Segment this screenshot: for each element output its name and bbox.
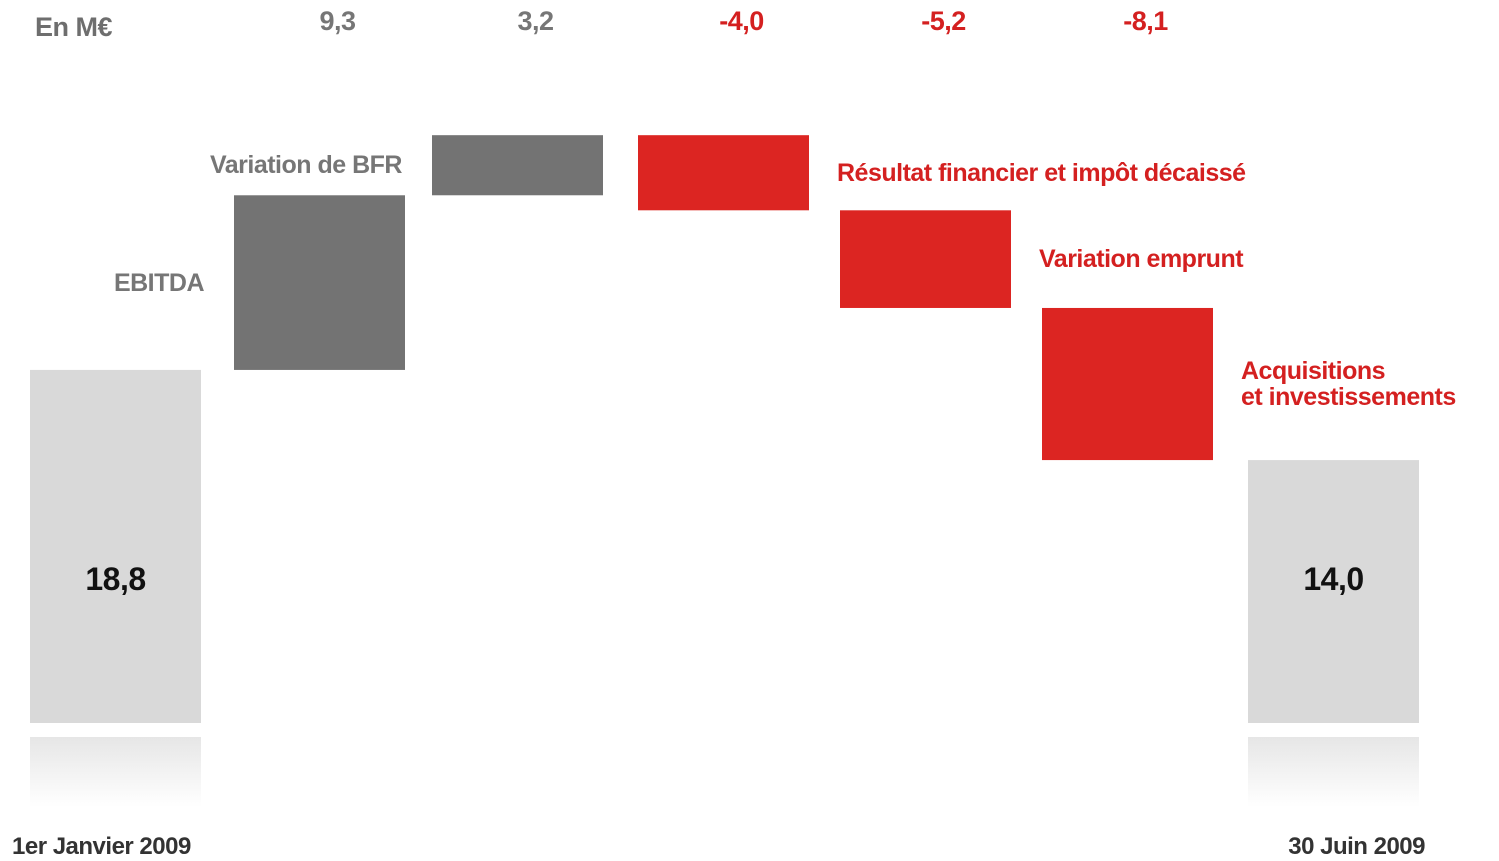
category-label: Variation de BFR bbox=[209, 151, 403, 180]
bar bbox=[1248, 460, 1419, 723]
value-label: -5,2 bbox=[921, 6, 966, 36]
category-label: EBITDA bbox=[113, 268, 205, 297]
value-label: 9,3 bbox=[319, 6, 356, 36]
value-label: -4,0 bbox=[719, 6, 764, 36]
value-label: 14,0 bbox=[1303, 561, 1364, 597]
reflection bbox=[30, 737, 201, 807]
category-label: Acquisitions et investissements bbox=[1241, 357, 1456, 412]
category-label: 30 Juin 2009 bbox=[1288, 833, 1425, 860]
reflection bbox=[1248, 737, 1419, 807]
bar bbox=[840, 210, 1011, 308]
bar bbox=[30, 369, 201, 723]
value-label: 3,2 bbox=[517, 6, 554, 36]
bar bbox=[432, 135, 603, 196]
value-label: 18,8 bbox=[85, 561, 146, 597]
category-label: 1er Janvier 2009 bbox=[12, 833, 191, 860]
chart-title: En M€ bbox=[35, 12, 113, 42]
bar bbox=[1042, 307, 1213, 461]
bar bbox=[234, 195, 405, 370]
bar bbox=[638, 135, 809, 211]
value-label: -8,1 bbox=[1123, 6, 1168, 36]
category-label: Résultat financier et impôt décaissé bbox=[837, 158, 1246, 187]
category-label: Variation emprunt bbox=[1039, 245, 1244, 274]
